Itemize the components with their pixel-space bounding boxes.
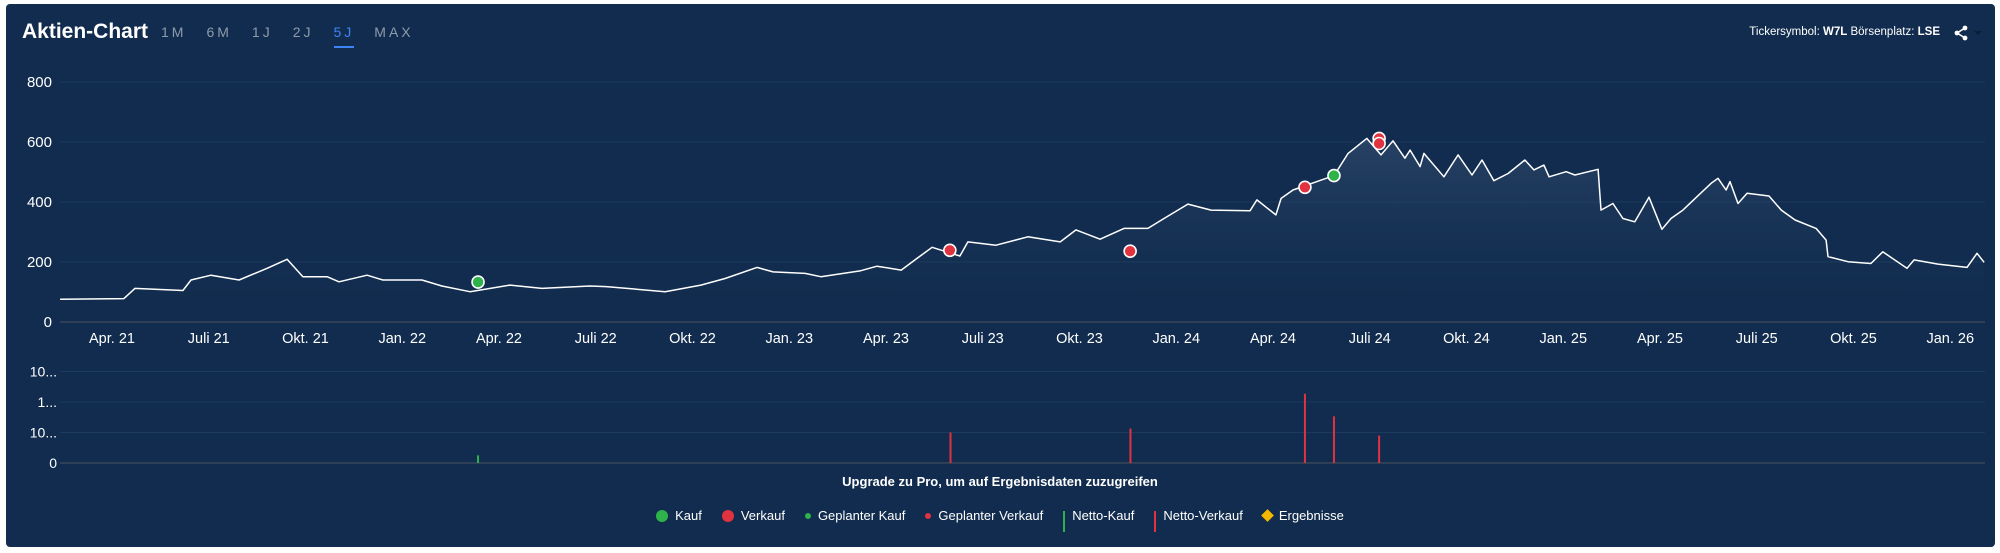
x-tick-label: Juli 21 <box>188 331 230 347</box>
tab-1m[interactable]: 1M <box>161 24 187 40</box>
y-tick-label: 200 <box>27 254 52 271</box>
legend-item-geplanter-kauf[interactable]: Geplanter Kauf <box>804 508 906 523</box>
x-tick-label: Okt. 22 <box>669 331 716 347</box>
legend-label: Netto-Verkauf <box>1163 508 1243 523</box>
x-tick-label: Juli 25 <box>1736 331 1778 347</box>
x-tick-label: Jan. 22 <box>378 331 426 347</box>
volume-tick-label: 1... <box>38 394 57 410</box>
ticker-value: W7L <box>1823 26 1848 38</box>
legend-label: Geplanter Kauf <box>817 508 906 523</box>
legend-item-netto-verkauf[interactable]: Netto-Verkauf <box>1154 508 1243 532</box>
tab-max[interactable]: MAX <box>374 24 414 40</box>
ticker-label: Tickersymbol: <box>1749 26 1820 38</box>
share-dropdown-caret-icon[interactable] <box>1974 31 1982 35</box>
x-tick-label: Apr. 24 <box>1250 331 1296 347</box>
x-tick-label: Apr. 22 <box>476 331 522 347</box>
x-tick-label: Juli 23 <box>962 331 1004 347</box>
large-dot-icon <box>656 509 669 522</box>
small-dot-icon <box>804 512 811 519</box>
x-tick-label: Okt. 25 <box>1830 331 1877 347</box>
net-sell-bar <box>1332 416 1335 463</box>
share-icon[interactable] <box>1952 24 1970 42</box>
legend-item-ergebnisse[interactable]: Ergebnisse <box>1260 508 1344 523</box>
x-tick-label: Jan. 26 <box>1926 331 1974 347</box>
chart-title: Aktien-Chart <box>22 20 149 43</box>
legend-label: Ergebnisse <box>1278 508 1344 523</box>
tab-1j[interactable]: 1J <box>251 24 273 40</box>
x-tick-label: Apr. 25 <box>1637 331 1683 347</box>
net-sell-bar <box>1378 435 1381 463</box>
chart-legend: Kauf Verkauf Geplanter Kauf Geplanter Verka… <box>0 508 2000 532</box>
x-tick-label: Juli 22 <box>575 331 617 347</box>
volume-tick-label: 10... <box>30 364 57 380</box>
x-tick-label: Apr. 23 <box>863 331 909 347</box>
legend-label: Geplanter Verkauf <box>938 508 1044 523</box>
exchange-label: Börsenplatz: <box>1850 26 1915 38</box>
y-tick-label: 800 <box>27 74 52 91</box>
x-tick-label: Okt. 24 <box>1443 331 1490 347</box>
y-tick-label: 400 <box>27 194 52 211</box>
x-tick-label: Jan. 23 <box>765 331 813 347</box>
y-tick-label: 600 <box>27 134 52 151</box>
diamond-icon <box>1260 509 1274 522</box>
net-sell-bar <box>949 432 952 463</box>
x-tick-label: Okt. 21 <box>282 331 329 347</box>
tab-6m[interactable]: 6M <box>206 24 232 40</box>
legend-item-verkauf[interactable]: Verkauf <box>721 508 785 523</box>
legend-label: Verkauf <box>740 508 785 523</box>
bar-chart-icon <box>1154 510 1157 532</box>
legend-label: Netto-Kauf <box>1072 508 1135 523</box>
bar-chart-icon <box>1063 510 1066 532</box>
volume-tick-label: 0 <box>49 455 57 471</box>
buy-marker <box>471 275 485 289</box>
x-tick-label: Jan. 25 <box>1539 331 1587 347</box>
legend-label: Kauf <box>675 508 702 523</box>
net-sell-bar <box>1129 428 1132 463</box>
sell-marker <box>1123 244 1137 258</box>
volume-tick-label: 10... <box>30 425 57 441</box>
sell-marker <box>1372 136 1386 151</box>
x-tick-label: Okt. 23 <box>1056 331 1103 347</box>
buy-marker <box>1327 168 1341 183</box>
x-tick-label: Juli 24 <box>1349 331 1391 347</box>
price-area-fill <box>60 138 1985 322</box>
y-tick-label: 0 <box>44 314 52 331</box>
net-sell-bar <box>1303 393 1306 463</box>
large-dot-icon <box>721 509 734 522</box>
small-dot-icon <box>925 512 932 519</box>
sell-marker <box>943 243 957 258</box>
x-tick-label: Jan. 24 <box>1152 331 1200 347</box>
legend-item-kauf[interactable]: Kauf <box>656 508 702 523</box>
range-tabs: 1M 6M 1J 2J 5J MAX <box>161 24 434 48</box>
net-buy-bar <box>477 455 480 463</box>
ticker-info: Tickersymbol: W7L Börsenplatz: LSE <box>1749 26 1940 38</box>
legend-item-geplanter-verkauf[interactable]: Geplanter Verkauf <box>925 508 1043 523</box>
legend-item-netto-kauf[interactable]: Netto-Kauf <box>1063 508 1135 532</box>
exchange-value: LSE <box>1917 26 1940 38</box>
upgrade-to-pro-notice[interactable]: Upgrade zu Pro, um auf Ergebnisdaten zuz… <box>842 474 1158 489</box>
tab-2j[interactable]: 2J <box>292 24 314 40</box>
sell-marker <box>1298 180 1312 195</box>
tab-5j[interactable]: 5J <box>333 24 355 48</box>
x-tick-label: Apr. 21 <box>89 331 135 347</box>
